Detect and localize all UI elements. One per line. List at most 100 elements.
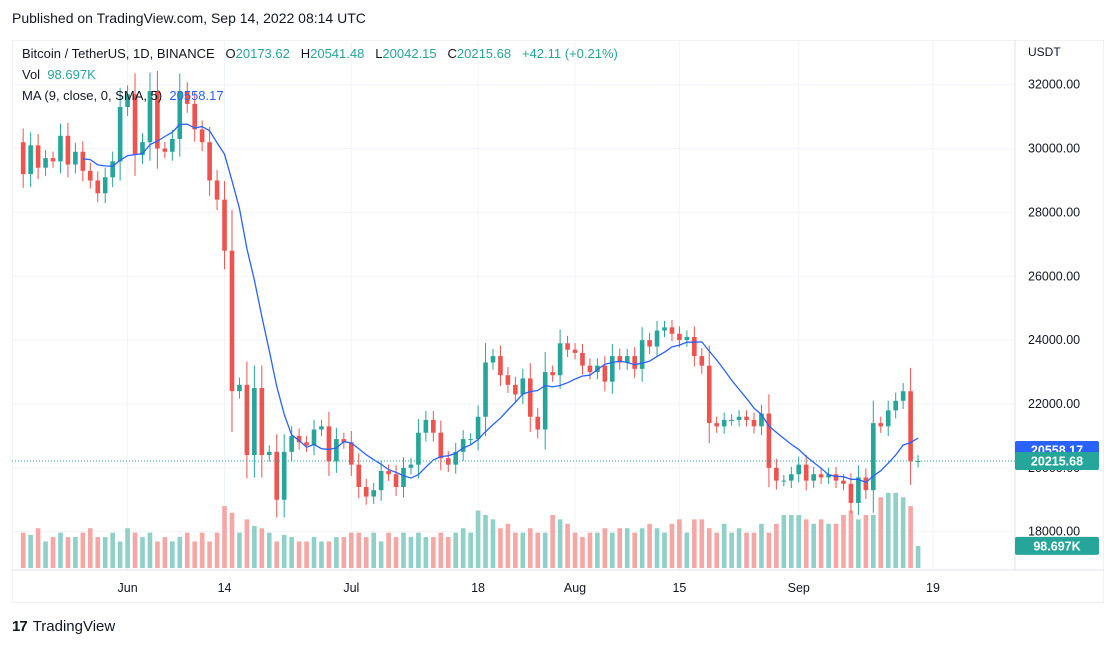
volume-bar [386,532,391,568]
candle-body [774,467,779,481]
candle-body [423,419,429,433]
volume-bar [341,537,347,568]
volume-bar [289,537,294,568]
candle-body [222,199,227,251]
candle-body [788,474,794,481]
volume-bar [766,532,772,568]
candle-body [304,442,309,446]
volume-bar [774,523,779,568]
volume-bar [274,541,280,568]
candle-body [28,145,33,175]
candle-body [871,423,876,491]
candle-body [751,419,757,427]
volume-bar [885,492,891,568]
chart-frame[interactable]: 18000.0020000.0022000.0024000.0026000.00… [12,40,1104,603]
candle-body [535,416,541,430]
candle-body [445,458,451,465]
volume-bar [259,528,265,568]
candle-body [609,356,615,382]
volume-bar [617,528,623,568]
candle-body [43,158,48,168]
volume-bar [87,528,93,568]
candle-body [80,151,86,171]
volume-bar [781,514,787,568]
price-chart[interactable]: 18000.0020000.0022000.0024000.0026000.00… [12,40,1104,603]
volume-bar [266,532,272,568]
candle-body [319,426,324,430]
candle-body [162,148,168,152]
candle-body [468,439,473,441]
volume-bar [43,541,48,568]
grid-lines [12,40,1015,570]
volume-bar [408,537,414,568]
candle-body [132,94,138,155]
chart-border [12,40,1104,603]
price-tick-label: 22000.00 [1028,397,1080,411]
volume-bar [751,532,757,568]
volume-bar [535,532,541,568]
volume-bar [677,519,682,568]
volume-bar [796,514,802,568]
volume-bar [498,528,503,568]
candle-body [639,340,645,369]
volume-bar [915,545,921,568]
candle-body [580,352,585,366]
candle-body [125,94,130,108]
price-tick-label: 26000.00 [1028,269,1080,283]
candle-body [766,413,772,468]
volume-bar [326,541,332,568]
candle-body [550,372,555,376]
candle-body [498,356,503,376]
candle-body [244,384,250,456]
candle-body [796,464,802,475]
tradingview-logo-icon: 17 [12,618,28,635]
candle-body [863,477,869,491]
candle-body [759,413,764,427]
volume-badge-label: 98.697K [1033,539,1080,553]
ma-value: 20558.17 [169,88,224,103]
candle-body [438,432,444,459]
volume-bar [431,537,436,568]
price-tick-label: 24000.00 [1028,333,1080,347]
candle-body [281,451,287,500]
volume-bar [788,514,794,568]
symbol-name[interactable]: Bitcoin / TetherUS, 1D, BINANCE [22,46,215,61]
candle-body [348,442,354,465]
volume-legend[interactable]: Vol 98.697K [22,67,96,82]
candle-body [356,464,362,487]
volume-bar [58,532,63,568]
volume-bar [319,541,324,568]
candle-body [602,365,608,382]
volume-bars [20,492,921,568]
candle-body [289,435,294,452]
ohlc-legend: Bitcoin / TetherUS, 1D, BINANCE O20173.6… [22,46,618,61]
candle-body [520,378,526,395]
volume-bar [214,532,220,568]
volume-bar [818,519,824,568]
price-tick-label: 18000.00 [1028,525,1080,539]
volume-bar [833,523,839,568]
candle-body [341,439,347,443]
volume-bar [572,532,578,568]
volume-bar [132,532,138,568]
ma-legend[interactable]: MA (9, close, 0, SMA, 5) 20558.17 [22,88,224,103]
volume-bar [371,532,376,568]
candle-body [393,474,399,487]
candle-body [199,129,205,143]
currency-label: USDT [1028,45,1061,59]
volume-bar [744,532,749,568]
volume-bar [654,528,660,568]
volume-bar [580,537,585,568]
volume-bar [721,523,727,568]
candle-body [192,103,198,130]
candle-body [721,419,727,427]
volume-bar [714,532,720,568]
volume-bar [826,523,831,568]
high-value: 20541.48 [310,46,365,61]
candle-body [878,423,884,427]
volume-bar [222,506,227,568]
volume-bar [684,532,690,568]
tradingview-footer[interactable]: 17 TradingView [12,618,115,635]
candle-body [736,416,742,420]
volume-bar [348,532,354,568]
